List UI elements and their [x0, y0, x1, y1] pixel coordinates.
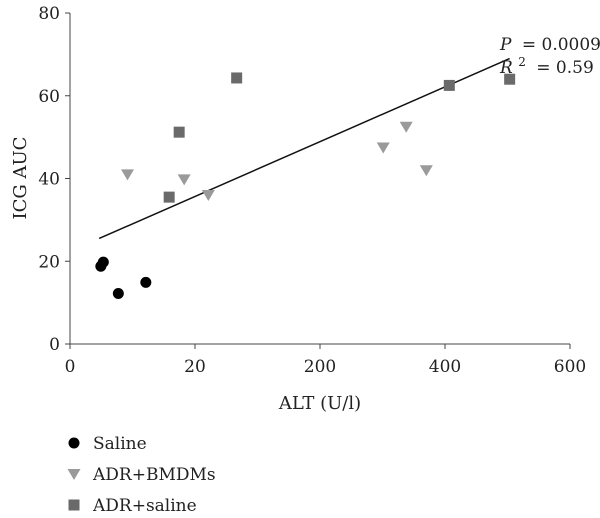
legend-label-saline: Saline [93, 434, 147, 454]
y-tick-label: 20 [38, 252, 60, 272]
x-tick-label: 200 [304, 357, 336, 377]
trendline [98, 57, 510, 240]
point-adr-bmdms [201, 190, 215, 202]
legend-marker-saline [68, 437, 80, 449]
point-adr-saline [173, 126, 185, 138]
point-adr-saline [504, 73, 516, 85]
legend-marker-adr-saline [68, 499, 80, 511]
x-tick-label: 600 [554, 357, 586, 377]
x-ticks: 0 20 200 400 600 [65, 344, 586, 377]
r2-annotation: R 2 = 0.59 [499, 51, 594, 78]
x-tick-label: 400 [429, 357, 461, 377]
point-adr-bmdms [376, 142, 390, 154]
point-saline [112, 288, 124, 300]
point-adr-bmdms [121, 169, 134, 181]
y-ticks: 0 20 40 60 80 [38, 4, 70, 355]
r2-value: = 0.59 [536, 58, 594, 78]
legend-label-adr-saline: ADR+saline [92, 496, 197, 516]
point-adr-saline [231, 72, 243, 84]
legend-marker-adr-bmdms [67, 469, 81, 480]
point-adr-bmdms [419, 165, 433, 177]
point-saline [97, 256, 109, 268]
p-label: P [499, 35, 512, 55]
point-saline [140, 276, 152, 288]
legend: Saline ADR+BMDMs ADR+saline [67, 434, 216, 516]
data-points [95, 72, 516, 300]
p-value-annotation: P = 0.0009 [499, 35, 600, 55]
x-tick-label: 20 [184, 357, 206, 377]
y-axis-title: ICG AUC [10, 137, 31, 220]
y-tick-label: 0 [49, 335, 60, 355]
p-value: = 0.0009 [522, 35, 600, 55]
y-tick-label: 40 [38, 170, 60, 190]
x-axis-title: ALT (U/l) [278, 393, 361, 414]
y-tick-label: 60 [38, 87, 60, 107]
r2-superscript: 2 [518, 55, 526, 69]
legend-label-adr-bmdms: ADR+BMDMs [92, 465, 216, 485]
stats-annotation: P = 0.0009 R 2 = 0.59 [499, 35, 600, 78]
r2-label: R [499, 58, 513, 78]
point-adr-bmdms [177, 174, 191, 186]
y-tick-label: 80 [38, 4, 60, 24]
x-tick-label: 0 [65, 357, 76, 377]
point-adr-saline [443, 79, 455, 91]
point-adr-saline [163, 191, 175, 203]
plot-area [69, 13, 570, 345]
point-adr-bmdms [399, 121, 413, 133]
